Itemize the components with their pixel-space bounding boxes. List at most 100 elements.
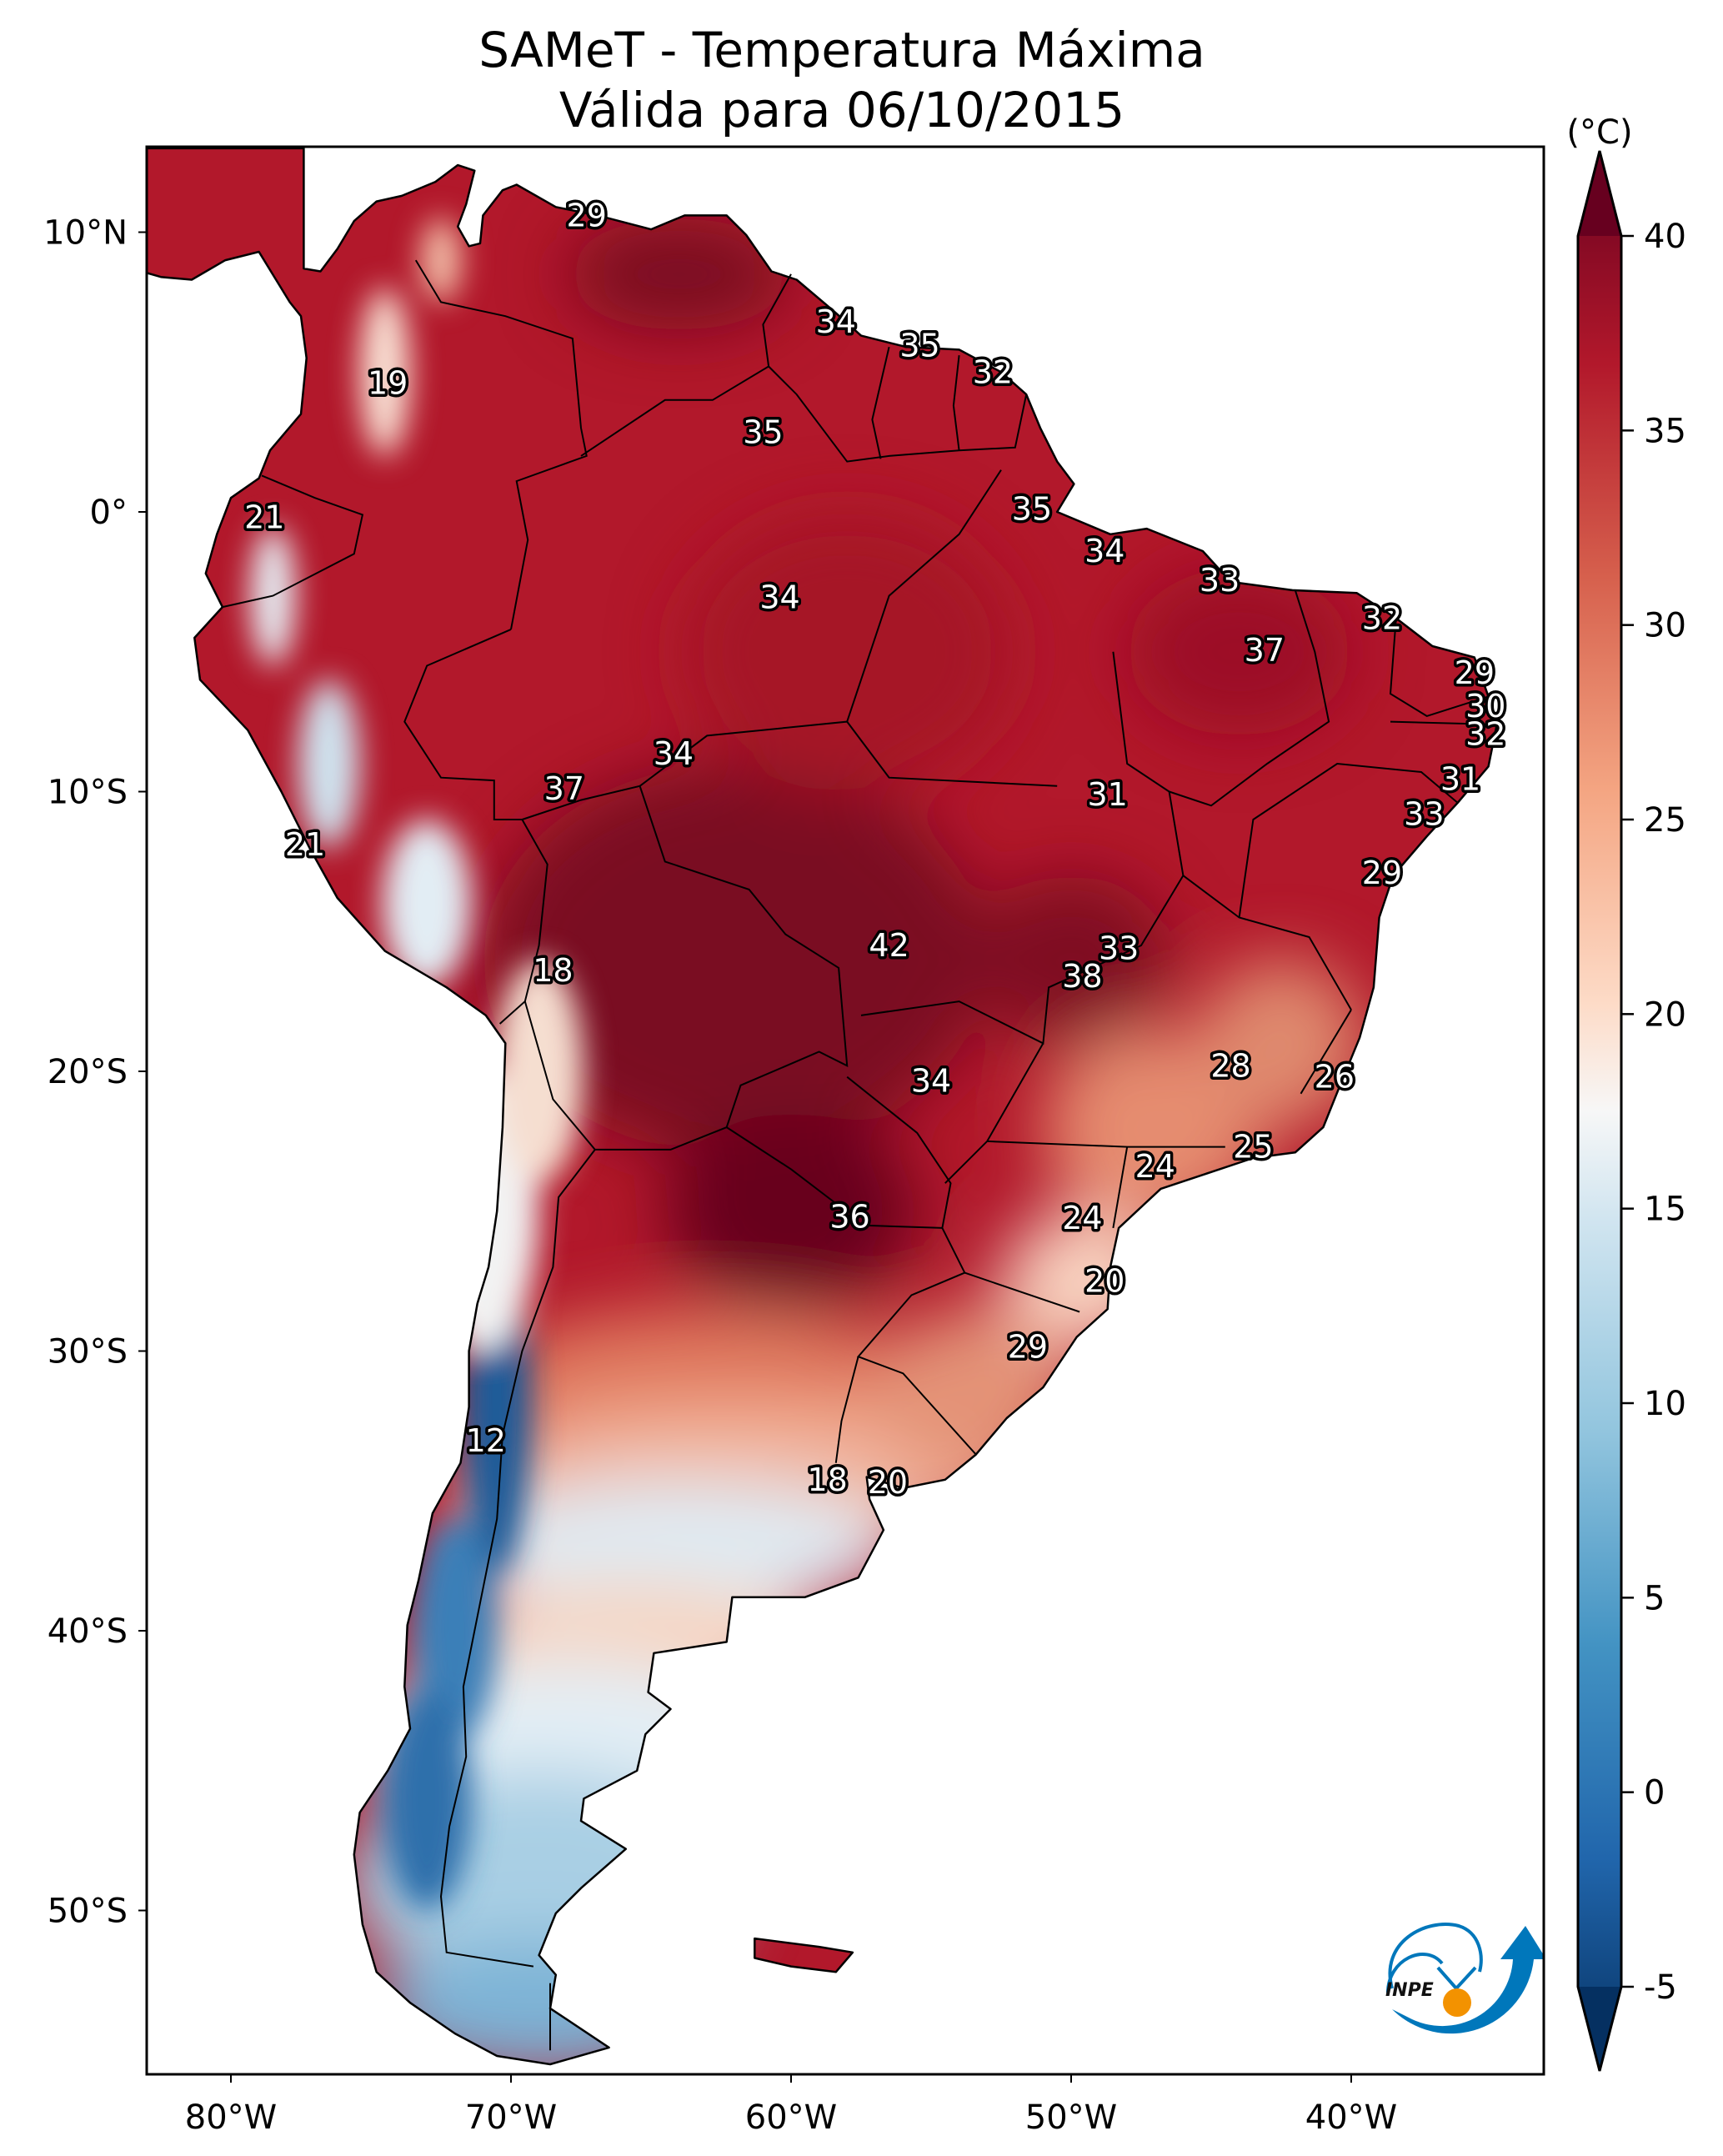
- colorbar-bar: [1578, 151, 1621, 2071]
- temperature-region: [973, 875, 1170, 1044]
- temperature-label: 28: [1210, 1047, 1250, 1084]
- temperature-region: [1127, 568, 1351, 736]
- temperature-label: 20: [1084, 1263, 1124, 1300]
- temperature-label: 33: [1099, 930, 1139, 966]
- temperature-label: 21: [285, 826, 325, 863]
- plot-frame: [145, 145, 1545, 2076]
- temperature-region: [493, 959, 584, 1184]
- y-tick-label: 10°N: [43, 214, 128, 253]
- temperature-label: 18: [808, 1462, 848, 1498]
- logo-outer-arc: [1392, 1926, 1544, 2034]
- temperature-label: 34: [759, 579, 799, 615]
- border-line: [1389, 618, 1489, 717]
- temperature-region: [454, 1477, 904, 1617]
- temperature-label: 32: [1465, 716, 1505, 753]
- temperature-label: 33: [1200, 562, 1240, 599]
- logo-arrow-head: [1436, 1966, 1477, 1991]
- temperature-region: [567, 218, 791, 330]
- x-tick-label: 40°W: [1305, 2098, 1397, 2137]
- x-tick-label: 50°W: [1025, 2098, 1117, 2137]
- temperature-region: [298, 679, 360, 848]
- y-tick-label: 20°S: [48, 1053, 128, 1091]
- border-line: [860, 651, 1185, 1045]
- temperature-region: [483, 763, 988, 1156]
- temperature-label: 32: [1362, 599, 1402, 636]
- y-axis-ticks: 10°N 0° 10°S 20°S 30°S 40°S 50°S: [43, 214, 147, 1931]
- colorbar-tick-label: 5: [1644, 1579, 1665, 1617]
- logo-thin-arc-outer: [1388, 1923, 1483, 1989]
- border-line: [439, 1149, 596, 1968]
- y-tick-label: 50°S: [48, 1893, 128, 1931]
- colorbar-bottom-extend: [1578, 1987, 1621, 2071]
- border-line: [1169, 589, 1330, 807]
- temperature-label: 35: [743, 414, 783, 450]
- temperature-region: [359, 288, 411, 456]
- temperature-region: [1197, 959, 1365, 1128]
- temperature-region: [664, 1113, 918, 1310]
- temperature-label: 34: [911, 1063, 951, 1100]
- colorbar-unit-label: (°C): [1566, 113, 1632, 152]
- country-borders: [222, 259, 1497, 2051]
- logo-sun: [1443, 1988, 1471, 2017]
- temperature-region: [679, 512, 1015, 792]
- temperature-label: 25: [1233, 1129, 1273, 1166]
- temperature-label: 32: [973, 353, 1013, 390]
- temperature-label: 18: [533, 952, 573, 989]
- inpe-logo: INPE: [1385, 1923, 1544, 2034]
- colorbar-tick-label: 30: [1644, 607, 1686, 645]
- colorbar-top-extend: [1578, 151, 1621, 236]
- x-tick-label: 70°W: [465, 2098, 557, 2137]
- temperature-region: [413, 1518, 498, 1743]
- temperature-label: 29: [1362, 855, 1402, 891]
- coastline: [147, 147, 1498, 2066]
- colorbar-tick-label: 25: [1644, 801, 1686, 840]
- colorbar-tick-label: 10: [1644, 1385, 1686, 1423]
- border-line: [871, 346, 890, 459]
- colorbar-tick-label: -5: [1644, 1968, 1677, 2007]
- temperature-label: 35: [1012, 491, 1052, 528]
- temperature-label: 19: [368, 365, 408, 402]
- chart-subtitle: Válida para 06/10/2015: [559, 82, 1124, 138]
- temperature-label: 33: [1404, 795, 1444, 832]
- border-line: [403, 628, 548, 1025]
- x-tick-label: 60°W: [745, 2098, 837, 2137]
- border-line: [846, 469, 1002, 722]
- border-line: [222, 474, 364, 609]
- border-line: [768, 365, 1028, 463]
- colorbar-tick-label: 40: [1644, 218, 1686, 256]
- colorbar-tick-label: 15: [1644, 1191, 1686, 1229]
- temperature-label: 36: [829, 1198, 869, 1235]
- temperature-label: 24: [1062, 1200, 1102, 1236]
- temperature-label: 42: [869, 927, 909, 964]
- colorbar: (°C) 40 35 30 25 20 15 10 5 0 -5: [1566, 113, 1686, 2072]
- x-axis-ticks: 80°W 70°W 60°W 50°W 40°W: [185, 2074, 1397, 2137]
- x-tick-label: 80°W: [185, 2098, 277, 2137]
- colorbar-tick-label: 0: [1644, 1774, 1665, 1813]
- border-line: [1182, 875, 1352, 1010]
- border-line: [580, 273, 792, 457]
- temperature-label: 26: [1315, 1059, 1355, 1096]
- y-tick-label: 40°S: [48, 1612, 128, 1651]
- border-line: [964, 1271, 1080, 1313]
- temperature-label: 20: [868, 1464, 908, 1501]
- temperature-label: 34: [816, 303, 856, 340]
- temperature-label: 37: [1245, 632, 1285, 669]
- chart-title: SAMeT - Temperatura Máxima: [478, 22, 1205, 78]
- border-line: [1112, 1146, 1129, 1229]
- temperature-label: 35: [899, 327, 939, 364]
- colorbar-tick-label: 20: [1644, 995, 1686, 1034]
- colorbar-ticks: 40 35 30 25 20 15 10 5 0 -5: [1621, 218, 1686, 2007]
- temperature-region: [421, 218, 461, 303]
- temperature-label: 30: [1465, 688, 1505, 725]
- border-line: [1300, 1009, 1352, 1095]
- temperature-label: 21: [244, 499, 284, 536]
- temperature-label: 24: [1135, 1148, 1175, 1185]
- border-line: [1390, 720, 1497, 725]
- temperature-label: 29: [1455, 654, 1495, 691]
- logo-thin-arc-inner: [1386, 1953, 1444, 1993]
- temperature-label: 31: [1088, 776, 1128, 813]
- temperature-label: 31: [1440, 760, 1480, 797]
- border-line: [856, 1227, 977, 1456]
